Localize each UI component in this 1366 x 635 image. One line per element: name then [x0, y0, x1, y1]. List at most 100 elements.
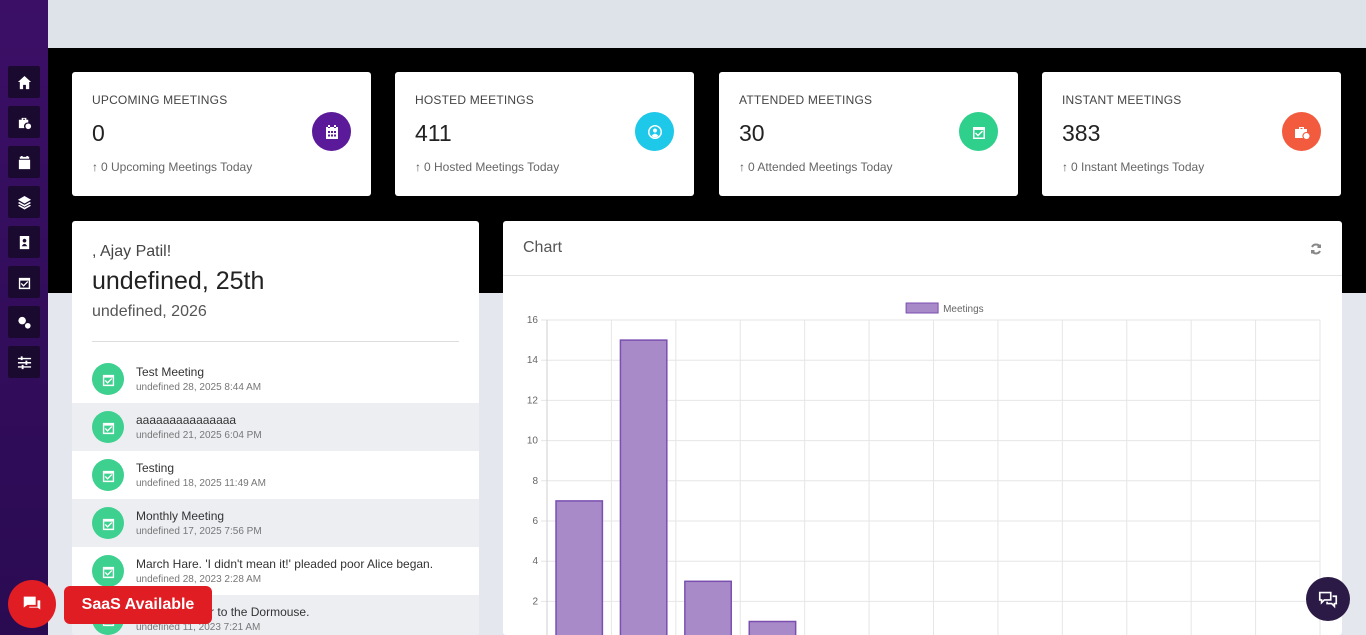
stat-value: 0 — [92, 120, 105, 146]
sidebar-item-layers[interactable] — [8, 186, 40, 218]
current-year: undefined, 2026 — [92, 303, 207, 320]
current-date: undefined, 25th — [92, 267, 265, 295]
stat-subtext: ↑ 0 Upcoming Meetings Today — [92, 160, 351, 174]
contact-book-icon — [19, 235, 29, 249]
attended-meetings-card: ATTENDED MEETINGS 30 ↑ 0 Attended Meeting… — [719, 72, 1018, 196]
instant-meetings-card: INSTANT MEETINGS 383 ↑ 0 Instant Meetings… — [1042, 72, 1341, 196]
calendar-check-icon — [18, 277, 30, 289]
calendar-icon — [325, 124, 338, 139]
stat-title: INSTANT MEETINGS — [1062, 93, 1182, 107]
sidebar-item-instant[interactable] — [8, 106, 40, 138]
stat-title: UPCOMING MEETINGS — [92, 93, 228, 107]
bar-chart: 16 14 12 10 8 6 4 2 Meetings — [527, 302, 1321, 635]
gears-icon — [17, 316, 31, 329]
meeting-time: undefined 21, 2025 6:04 PM — [136, 430, 262, 441]
briefcase-clock-icon — [18, 117, 31, 129]
welcome-card: , Ajay Patil! undefined, 25th undefined,… — [72, 221, 479, 635]
support-chat-button[interactable] — [1306, 577, 1350, 621]
chat-bubbles-icon — [1318, 591, 1338, 609]
greeting: , Ajay Patil! — [92, 243, 172, 260]
calendar-check-icon — [92, 507, 124, 539]
stat-sub-label: 0 Upcoming Meetings Today — [101, 160, 253, 174]
sidebar-item-calendar[interactable] — [8, 146, 40, 178]
upcoming-meetings-card: UPCOMING MEETINGS 0 ↑ 0 Upcoming Meetings… — [72, 72, 371, 196]
y-tick-label: 8 — [532, 476, 538, 487]
meeting-list: Test Meeting undefined 28, 2025 8:44 AM … — [72, 355, 479, 635]
meeting-item[interactable]: Monthly Meeting undefined 17, 2025 7:56 … — [72, 499, 479, 547]
legend-label: Meetings — [943, 304, 984, 315]
stat-subtext: ↑ 0 Instant Meetings Today — [1062, 160, 1321, 174]
top-bar — [48, 0, 1366, 48]
refresh-icon[interactable] — [1310, 242, 1322, 255]
y-tick-label: 10 — [527, 436, 539, 447]
sidebar-item-contacts[interactable] — [8, 226, 40, 258]
calendar-check-icon — [92, 363, 124, 395]
layers-icon — [17, 195, 31, 210]
y-tick-label: 14 — [527, 355, 539, 366]
arrow-up-icon: ↑ — [415, 160, 421, 174]
user-circle-icon — [647, 124, 662, 139]
bar — [684, 580, 732, 635]
meeting-title: Testing — [136, 461, 175, 475]
meeting-item[interactable]: Test Meeting undefined 28, 2025 8:44 AM — [72, 355, 479, 403]
meeting-time: undefined 18, 2025 11:49 AM — [136, 478, 266, 489]
stat-title: ATTENDED MEETINGS — [739, 93, 873, 107]
saas-available-button[interactable]: SaaS Available — [64, 586, 212, 624]
meeting-item[interactable]: Testing undefined 18, 2025 11:49 AM — [72, 451, 479, 499]
stat-sub-label: 0 Hosted Meetings Today — [424, 160, 560, 174]
sidebar-item-settings[interactable] — [8, 306, 40, 338]
meeting-time: undefined 28, 2023 2:28 AM — [136, 574, 262, 585]
sidebar-item-home[interactable] — [8, 66, 40, 98]
meeting-title: March Hare. 'I didn't mean it!' pleaded … — [136, 557, 434, 571]
meeting-title: Test Meeting — [136, 365, 205, 379]
hosted-meetings-card: HOSTED MEETINGS 411 ↑ 0 Hosted Meetings T… — [395, 72, 694, 196]
calendar-icon — [18, 155, 30, 169]
calendar-check-icon — [92, 555, 124, 587]
arrow-up-icon: ↑ — [1062, 160, 1068, 174]
chat-icon — [23, 596, 41, 610]
y-tick-label: 4 — [532, 556, 538, 567]
stat-title: HOSTED MEETINGS — [415, 93, 535, 107]
stat-icon-badge — [312, 112, 351, 151]
stat-icon-badge — [959, 112, 998, 151]
meeting-time: undefined 11, 2023 7:21 AM — [136, 622, 261, 633]
stat-subtext: ↑ 0 Hosted Meetings Today — [415, 160, 674, 174]
stat-value: 30 — [739, 120, 765, 146]
y-tick-label: 2 — [532, 596, 538, 607]
legend-swatch — [905, 302, 939, 314]
stat-sub-label: 0 Attended Meetings Today — [748, 160, 893, 174]
arrow-up-icon: ↑ — [92, 160, 98, 174]
calendar-check-icon — [92, 411, 124, 443]
sidebar-item-preferences[interactable] — [8, 346, 40, 378]
sidebar — [0, 0, 48, 635]
home-icon — [17, 75, 31, 89]
meeting-time: undefined 28, 2025 8:44 AM — [136, 382, 262, 393]
meeting-item[interactable]: March Hare. 'I didn't mean it!' pleaded … — [72, 547, 479, 595]
meeting-time: undefined 17, 2025 7:56 PM — [136, 526, 262, 537]
y-tick-label: 16 — [527, 315, 539, 326]
arrow-up-icon: ↑ — [739, 160, 745, 174]
calendar-check-icon — [972, 126, 985, 139]
sidebar-item-attended[interactable] — [8, 266, 40, 298]
calendar-check-icon — [92, 459, 124, 491]
stat-icon-badge — [1282, 112, 1321, 151]
chart-header: Chart — [503, 221, 1342, 276]
stat-icon-badge — [635, 112, 674, 151]
stat-value: 383 — [1062, 120, 1101, 146]
briefcase-clock-icon — [1294, 126, 1309, 139]
bar — [748, 620, 797, 635]
y-tick-label: 6 — [532, 516, 538, 527]
chat-widget-button[interactable] — [8, 580, 56, 628]
stat-value: 411 — [415, 120, 452, 146]
stat-subtext: ↑ 0 Attended Meetings Today — [739, 160, 998, 174]
bar — [555, 500, 604, 635]
y-tick-label: 12 — [527, 395, 539, 406]
bar — [619, 339, 668, 635]
sliders-icon — [17, 355, 31, 369]
divider — [92, 341, 459, 342]
chart-card: Chart 16 14 12 10 8 6 4 2 Meetings — [503, 221, 1342, 635]
chart-title: Chart — [523, 239, 563, 256]
meeting-item[interactable]: aaaaaaaaaaaaaaa undefined 21, 2025 6:04 … — [72, 403, 479, 451]
meeting-title: Monthly Meeting — [136, 509, 225, 523]
meeting-title: aaaaaaaaaaaaaaa — [136, 413, 237, 427]
